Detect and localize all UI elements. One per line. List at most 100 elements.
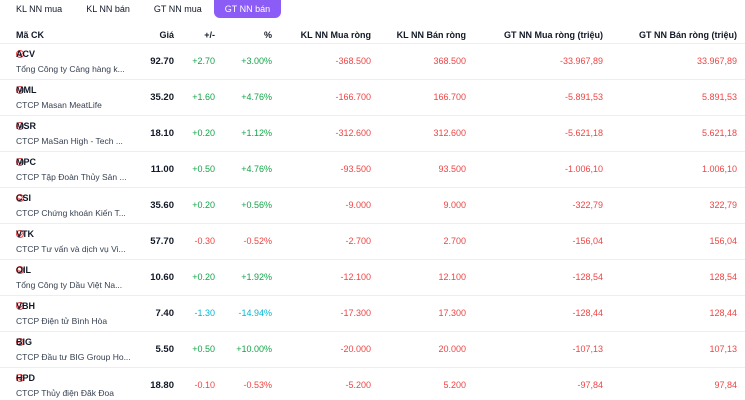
ticker-symbol[interactable]: VBH — [16, 301, 36, 311]
gt-sell-value: 322,79 — [709, 200, 737, 210]
percent-value: +3.00% — [241, 56, 272, 66]
tab-kl-nn-mua[interactable]: KL NN mua — [16, 4, 63, 14]
kl-sell-value: 5.200 — [443, 380, 466, 390]
ticker-symbol[interactable]: ACV — [16, 49, 36, 59]
gt-sell-value: 107,13 — [709, 344, 737, 354]
kl-sell-value: 93.500 — [438, 164, 466, 174]
change-value: +0.20 — [192, 272, 215, 282]
gt-buy-value: -5.621,18 — [564, 128, 603, 138]
column-header-kl-buy[interactable]: KL NN Mua ròng — [300, 30, 371, 40]
gt-sell-value: 1.006,10 — [701, 164, 737, 174]
column-header-gt-sell[interactable]: GT NN Bán ròng (triệu) — [639, 30, 737, 40]
percent-value: +4.76% — [241, 164, 272, 174]
ticker-cell[interactable]: OIL — [16, 265, 31, 275]
percent-value: -0.52% — [243, 236, 272, 246]
kl-buy-value: -20.000 — [340, 344, 371, 354]
gt-buy-value: -1.006,10 — [564, 164, 603, 174]
ticker-symbol[interactable]: VTK — [16, 229, 34, 239]
price-value: 10.60 — [150, 272, 174, 283]
change-value: +0.50 — [192, 164, 215, 174]
column-header-ticker[interactable]: Mã CK — [16, 30, 45, 40]
company-name: CTCP Chứng khoán Kiến T... — [16, 208, 126, 218]
company-name: CTCP Thủy điện Đăk Đoa — [16, 388, 114, 398]
ticker-symbol[interactable]: MML — [16, 85, 37, 95]
kl-buy-value: -5.200 — [345, 380, 371, 390]
percent-value: +4.76% — [241, 92, 272, 102]
column-header-gt-buy[interactable]: GT NN Mua ròng (triệu) — [504, 30, 603, 40]
gt-buy-value: -128,54 — [572, 272, 603, 282]
table-row[interactable]: VBH CTCP Điện tử Bình Hòa 7.40 -1.30 -14.94%… — [0, 296, 745, 332]
company-name: CTCP Điện tử Bình Hòa — [16, 316, 108, 326]
ticker-cell[interactable]: VBH — [16, 301, 35, 311]
kl-buy-value: -93.500 — [340, 164, 371, 174]
company-name: CTCP Tư vấn và dịch vụ Vi... — [16, 244, 126, 254]
gt-buy-value: -156,04 — [572, 236, 603, 246]
ticker-symbol[interactable]: CSI — [16, 193, 32, 203]
price-value: 5.50 — [155, 344, 175, 355]
gt-sell-value: 33.967,89 — [696, 56, 737, 66]
ticker-symbol[interactable]: OIL — [16, 265, 31, 275]
table-row[interactable]: BIG CTCP Đầu tư BIG Group Ho... 5.50 +0.50 +… — [0, 332, 745, 368]
gt-sell-value: 128,54 — [709, 272, 737, 282]
company-name: CTCP Đầu tư BIG Group Ho... — [16, 352, 131, 362]
kl-sell-value: 12.100 — [438, 272, 466, 282]
tab-bar: KL NN mua KL NN bán GT NN mua GT NN bán — [0, 0, 282, 18]
kl-sell-value: 2.700 — [443, 236, 466, 246]
ticker-cell[interactable]: BIG — [16, 337, 32, 347]
ticker-cell[interactable]: CSI — [16, 193, 32, 203]
ticker-symbol[interactable]: MPC — [16, 157, 36, 167]
tab-gt-nn-mua[interactable]: GT NN mua — [153, 4, 202, 14]
table-header: Mã CK Giá +/- % KL NN Mua ròng KL NN Bán… — [0, 26, 745, 44]
column-header-percent[interactable]: % — [263, 30, 272, 40]
table-row[interactable]: OIL Tổng Công ty Dầu Việt Na... 10.60 +0.20… — [0, 260, 745, 296]
kl-sell-value: 17.300 — [438, 308, 466, 318]
column-header-kl-sell[interactable]: KL NN Bán ròng — [396, 30, 466, 40]
change-value: +0.20 — [192, 128, 215, 138]
percent-value: +10.00% — [236, 344, 272, 354]
company-name: Tổng Công ty Dầu Việt Na... — [16, 280, 123, 290]
ticker-cell[interactable]: HPD — [16, 373, 35, 383]
kl-buy-value: -12.100 — [340, 272, 371, 282]
kl-sell-value: 9.000 — [443, 200, 466, 210]
alert-circle-icon — [16, 86, 24, 94]
kl-buy-value: -9.000 — [345, 200, 371, 210]
table-row[interactable]: MML CTCP Masan MeatLife 35.20 +1.60 +4.76% -1… — [0, 80, 745, 116]
change-value: -0.10 — [194, 380, 215, 390]
ticker-cell[interactable]: MSR — [16, 121, 36, 131]
table-row[interactable]: ACV Tổng Công ty Cảng hàng k... 92.70 +2.70… — [0, 44, 745, 80]
gt-buy-value: -97,84 — [577, 380, 603, 390]
change-value: -0.30 — [194, 236, 215, 246]
price-value: 35.20 — [150, 92, 174, 103]
company-name: CTCP Tập Đoàn Thủy Sản ... — [16, 172, 127, 182]
tab-kl-nn-ban[interactable]: KL NN bán — [86, 4, 130, 14]
table-body: ACV Tổng Công ty Cảng hàng k... 92.70 +2.70… — [0, 44, 745, 400]
price-value: 18.10 — [150, 128, 174, 139]
price-value: 18.80 — [150, 380, 174, 391]
tab-gt-nn-ban[interactable]: GT NN bán — [213, 0, 282, 18]
column-header-price[interactable]: Giá — [159, 30, 174, 40]
change-value: +0.20 — [192, 200, 215, 210]
table-row[interactable]: MPC CTCP Tập Đoàn Thủy Sản ... 11.00 +0.50 +… — [0, 152, 745, 188]
kl-sell-value: 20.000 — [438, 344, 466, 354]
change-value: +1.60 — [192, 92, 215, 102]
change-value: +2.70 — [192, 56, 215, 66]
ticker-cell[interactable]: MPC — [16, 157, 36, 167]
table-row[interactable]: VTK CTCP Tư vấn và dịch vụ Vi... 57.70 -0.3… — [0, 224, 745, 260]
table-row[interactable]: MSR CTCP MaSan High - Tech ... 18.10 +0.20 +… — [0, 116, 745, 152]
ticker-symbol[interactable]: MSR — [16, 121, 36, 131]
kl-buy-value: -2.700 — [345, 236, 371, 246]
company-name: Tổng Công ty Cảng hàng k... — [16, 64, 125, 74]
percent-value: +0.56% — [241, 200, 272, 210]
company-name: CTCP MaSan High - Tech ... — [16, 136, 123, 146]
price-value: 11.00 — [150, 164, 174, 175]
ticker-symbol[interactable]: BIG — [16, 337, 33, 347]
column-header-change[interactable]: +/- — [204, 30, 215, 40]
ticker-cell[interactable]: VTK — [16, 229, 34, 239]
alert-circle-icon — [16, 122, 24, 130]
ticker-cell[interactable]: MML — [16, 85, 37, 95]
kl-sell-value: 368.500 — [433, 56, 466, 66]
ticker-symbol[interactable]: HPD — [16, 373, 36, 383]
table-row[interactable]: HPD CTCP Thủy điện Đăk Đoa 18.80 -0.10 -0.53… — [0, 368, 745, 400]
table-row[interactable]: CSI CTCP Chứng khoán Kiến T... 35.60 +0.20 +… — [0, 188, 745, 224]
ticker-cell[interactable]: ACV — [16, 49, 35, 59]
